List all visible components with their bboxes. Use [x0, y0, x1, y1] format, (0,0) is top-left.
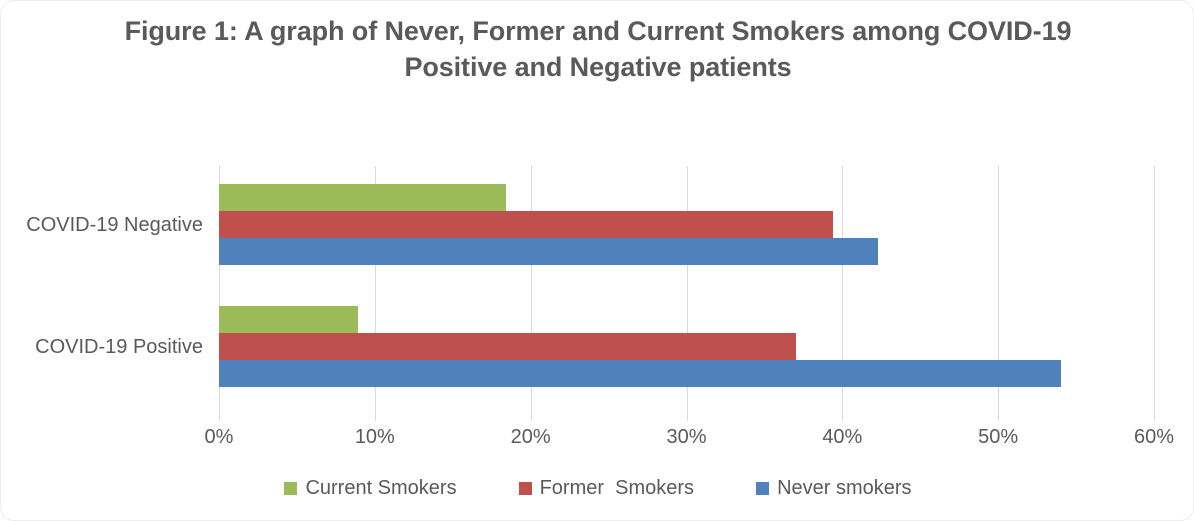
plot-area [219, 166, 1155, 421]
chart-title-line-1: Figure 1: A graph of Never, Former and C… [124, 16, 1072, 46]
bar-covid-19-negative-never-smokers [219, 238, 879, 265]
legend-swatch-icon [518, 482, 532, 495]
legend-item-never-smokers[interactable]: Never smokers [756, 477, 912, 500]
x-tick-label-40pct: 40% [822, 426, 863, 448]
chart-title: Figure 1: A graph of Never, Former and C… [91, 13, 1105, 85]
gridline-10pct [374, 166, 376, 421]
gridline-60pct [1154, 166, 1155, 421]
bar-covid-19-negative-current-smokers [219, 184, 506, 211]
x-tick-label-10pct: 10% [354, 426, 395, 448]
x-tick-label-50pct: 50% [978, 426, 1019, 448]
legend-swatch-icon [756, 482, 770, 495]
bar-covid-19-negative-former-smokers [219, 211, 833, 238]
legend-label: Never smokers [777, 477, 912, 499]
legend-label: Former Smokers [539, 477, 695, 499]
legend-item-former-smokers[interactable]: Former Smokers [518, 477, 695, 500]
legend-swatch-icon [284, 482, 298, 495]
gridline-50pct [998, 166, 1000, 421]
x-tick-label-20pct: 20% [510, 426, 551, 448]
x-tick-label-60pct: 60% [1133, 426, 1175, 448]
category-label-covid-19-negative: COVID-19 Negative [26, 214, 203, 236]
legend-label: Current Smokers [305, 477, 457, 499]
chart-legend: Current Smokers Former Smokers Never smoke… [1, 477, 1194, 500]
bars-layer [219, 166, 1154, 421]
gridline-20pct [530, 166, 532, 421]
gridline-40pct [842, 166, 844, 421]
x-tick-label-0pct: 0% [204, 426, 234, 448]
gridline-30pct [686, 166, 688, 421]
legend-item-current-smokers[interactable]: Current Smokers [284, 477, 457, 500]
bar-covid-19-positive-former-smokers [219, 333, 796, 360]
gridline-0pct [219, 166, 220, 421]
bar-covid-19-positive-never-smokers [219, 360, 1061, 387]
category-label-covid-19-positive: COVID-19 Positive [35, 336, 203, 358]
chart-title-line-2: Positive and Negative patients [404, 52, 792, 83]
x-tick-label-30pct: 30% [666, 426, 707, 448]
bar-covid-19-positive-current-smokers [219, 306, 358, 333]
